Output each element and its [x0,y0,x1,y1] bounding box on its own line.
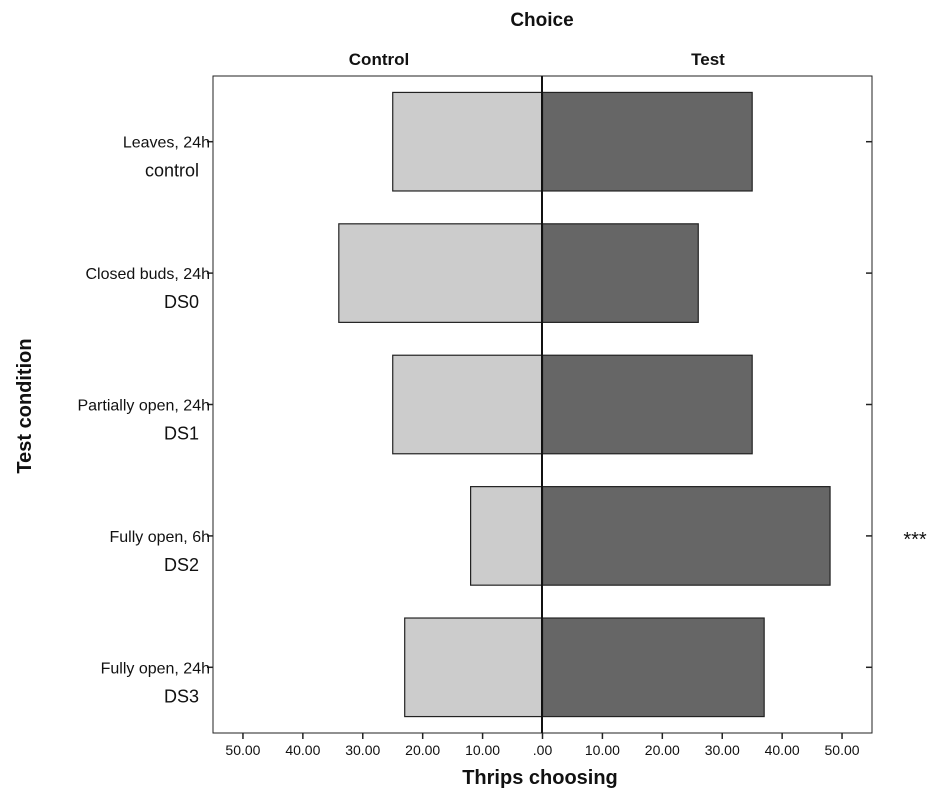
test-bar [541,91,753,192]
test-bar [541,354,753,455]
y-axis-label: Test condition [14,338,36,473]
y-tick-sublabel: control [145,161,199,181]
y-tick-label: Partially open, 24h [77,398,210,415]
x-tick-label: 50.00 [225,742,260,758]
test-bar [541,617,765,718]
chart-title: Choice [510,10,573,31]
test-side-label: Test [691,50,725,69]
x-tick-label: 10.00 [585,742,620,758]
test-bar [541,486,831,586]
control-bar [392,91,544,192]
x-tick-label: 50.00 [825,742,860,758]
x-tick-label: 30.00 [345,742,380,758]
y-axis: Leaves, 24h control Closed buds, 24h DS0 Par… [77,135,872,706]
control-bar [404,617,544,718]
x-tick-label: .00 [533,742,553,758]
bars-group [338,91,831,718]
annotations-group: *** [903,529,927,551]
significance-annotation: *** [903,529,927,551]
x-axis-label: Thrips choosing [462,767,618,789]
y-tick-sublabel: DS0 [164,292,199,312]
y-tick-sublabel: DS3 [164,686,199,706]
control-bar [392,354,544,455]
x-tick-label: 30.00 [705,742,740,758]
x-tick-label: 40.00 [285,742,320,758]
y-tick-label: Leaves, 24h [123,135,210,152]
x-tick-label: 40.00 [765,742,800,758]
y-tick-label: Closed buds, 24h [85,266,210,283]
control-bar [338,223,544,323]
y-tick-sublabel: DS2 [164,555,199,575]
y-tick-label: Fully open, 6h [109,529,210,546]
x-tick-label: 20.00 [405,742,440,758]
x-tick-label: 20.00 [645,742,680,758]
x-axis: 50.00 40.00 30.00 20.00 10.00 .00 10.00 20.00 30… [225,733,860,758]
test-bar [541,223,699,323]
y-tick-label: Fully open, 24h [101,660,210,677]
control-side-label: Control [349,50,409,69]
x-tick-label: 10.00 [465,742,500,758]
y-tick-sublabel: DS1 [164,424,199,444]
control-bar [470,486,544,586]
